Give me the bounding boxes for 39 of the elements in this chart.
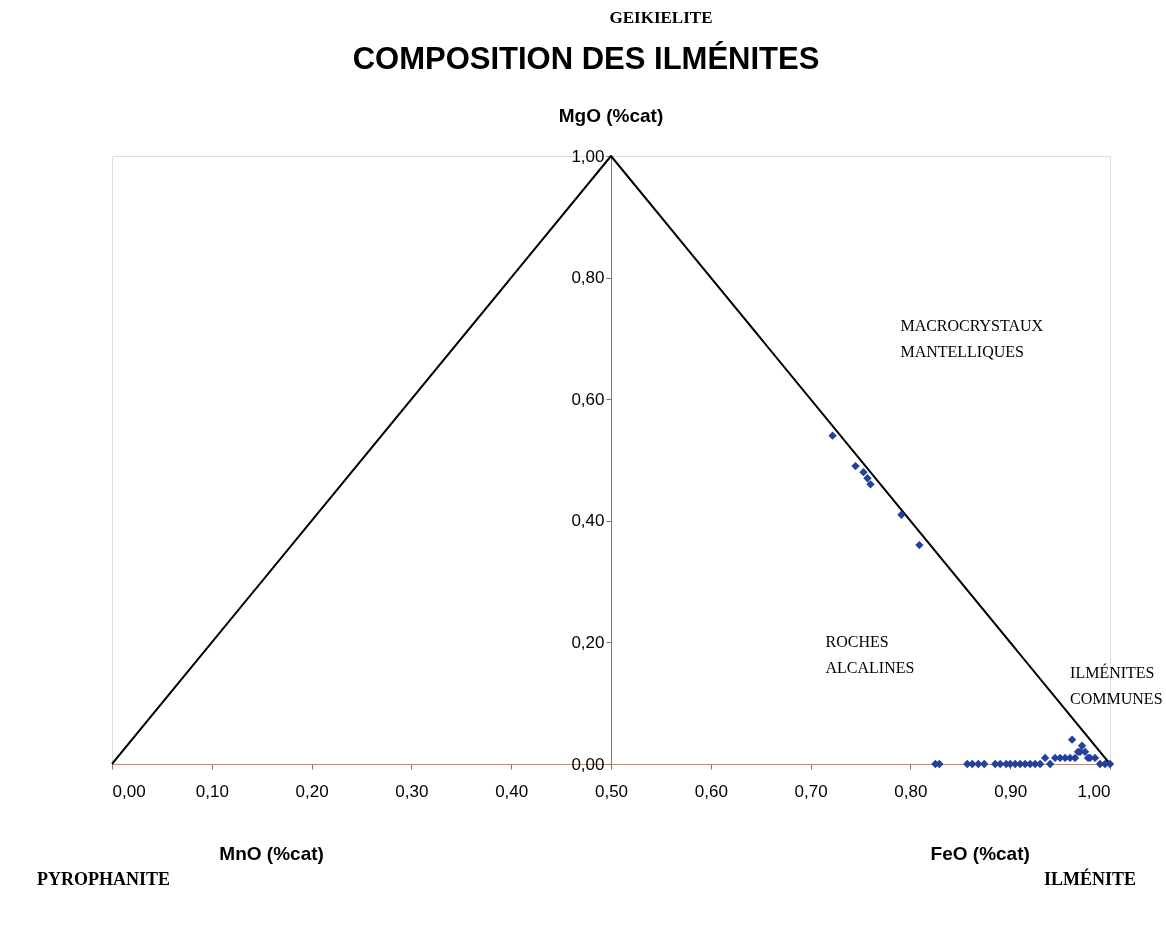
x-tick-label: 1,00 [1077,781,1111,801]
annotation: MACROCRYSTAUX MANTELLIQUES [900,317,1044,361]
x-tick-label: 0,30 [395,781,429,801]
point [828,431,837,440]
point [851,461,860,471]
point [897,510,906,519]
x-tick-label: 0,70 [794,781,828,801]
y-tick-label: 0,80 [571,268,605,288]
x-tick-label: 0,60 [694,781,728,801]
annotation: ILMÉNITES COMMUNES [1070,662,1163,707]
point [863,474,872,483]
annotation: ROCHES ALCALINES [825,633,915,677]
text: ILMÉNITE [1043,868,1137,889]
y-tick-label: 0,60 [571,389,605,409]
y-tick-label: 1,00 [571,146,605,166]
y-tick-label: 0,20 [571,632,605,652]
point [1040,753,1050,763]
point [1077,741,1087,750]
x-tick-label: 0,90 [994,781,1028,801]
x-tick-label: 0,10 [195,781,229,801]
x-tick-label: 0,20 [295,781,329,801]
point [859,467,868,477]
x-tick-label: 0,00 [112,781,146,801]
y-axis-title: MgO (%cat) [558,105,664,126]
x-tick-label: 0,50 [594,781,629,801]
point [915,540,924,550]
x-tick-label: 0,80 [894,781,928,801]
x-tick-label: 0,40 [495,781,529,801]
point [1045,759,1055,769]
text: PYROPHANITE [37,869,171,889]
chart-title: COMPOSITION DES ILMÉNITES [352,41,820,76]
y-tick-label: 0,40 [571,511,605,531]
point [1067,735,1077,744]
text: GEIKIELITE [609,8,713,27]
text: MnO (%cat) [219,843,324,864]
y-tick-label: 0,00 [571,754,605,774]
point [866,480,875,489]
x-axis-title: FeO (%cat) [930,843,1030,864]
point [980,759,989,769]
